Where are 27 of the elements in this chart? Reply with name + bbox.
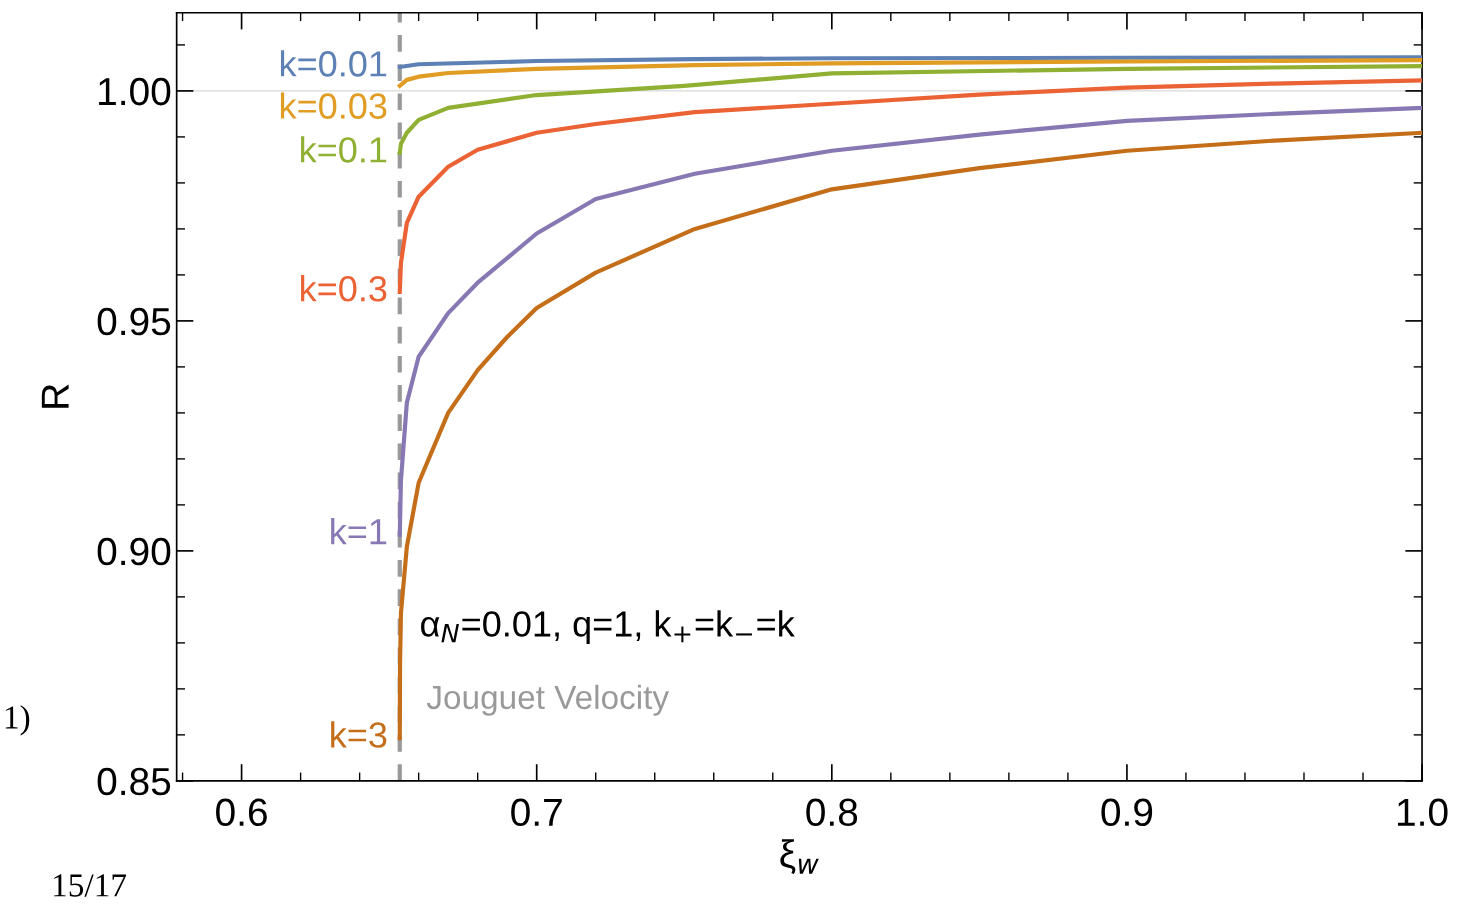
y-tick-label: 1.00 [99,77,171,106]
y-tick-label: 0.95 [97,307,171,336]
y-tick-label: 0.90 [97,537,171,566]
annotation: α$_{N}$=0.01, q=1, k$_{+}$=k$_{−}$=k [421,610,795,644]
x-tick-label: 0.7 [511,798,562,827]
series-label: k=0.01 [280,50,387,77]
line-series [397,58,1423,88]
x-tick-label: 1.0 [1397,798,1448,827]
line-series [397,130,1423,741]
ref-line-label: Jouguet Velocity [426,684,670,716]
line-series [397,63,1423,156]
line-series [397,55,1423,70]
series-label: k=3 [331,721,387,748]
line-series [397,78,1423,295]
line-series [397,105,1423,537]
x-tick-label: 0.6 [216,798,267,827]
series-label: k=0.03 [280,92,387,119]
series-label: k=1 [331,517,387,545]
series-label: k=0.3 [301,275,387,302]
y-axis-title: R [41,384,69,408]
text: 1) [5,705,30,736]
y-tick-label: 0.85 [97,767,171,796]
series-label: k=0.1 [301,136,387,163]
text: 15/17 [54,874,127,897]
x-tick-label: 0.8 [806,798,858,827]
x-tick-label: 0.9 [1101,798,1153,827]
x-axis-title: ξ$_{w}$ [780,839,819,875]
